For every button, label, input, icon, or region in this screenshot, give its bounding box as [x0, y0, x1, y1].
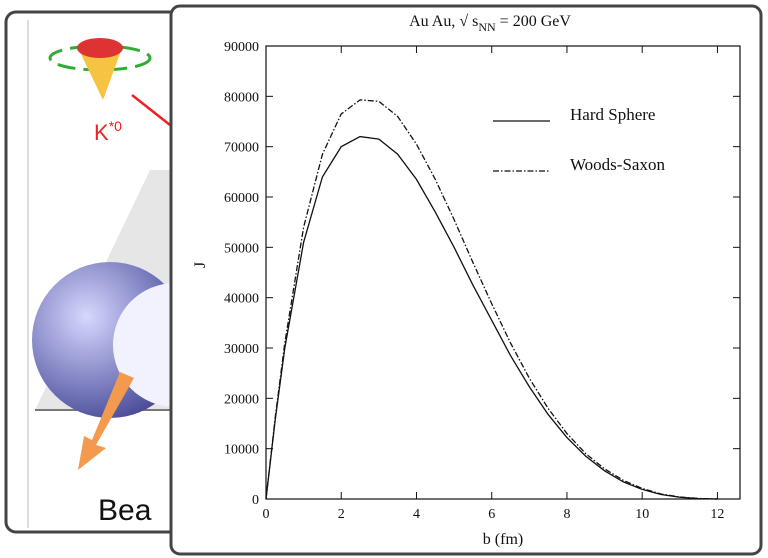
x-tick-label: 2 [338, 507, 345, 522]
x-tick-label: 4 [413, 507, 420, 522]
top-cap [77, 38, 123, 58]
y-tick-label: 40000 [224, 292, 259, 307]
chart-card [169, 4, 763, 556]
series-line [265, 135, 718, 500]
x-tick-label: 0 [263, 507, 270, 522]
title-start: Au Au, √ s [409, 13, 478, 30]
y-tick-label: 80000 [224, 90, 259, 105]
y-tick-label: 20000 [224, 392, 259, 407]
chart: Au Au, √ sNN = 200 GeV b (fm) J 0 2 4 6 8 10 1… [192, 13, 741, 548]
x-tick-label: 6 [488, 507, 495, 522]
particle-label: K*0 [94, 118, 122, 145]
label-base: K [94, 120, 109, 145]
y-tick-label: 0 [252, 493, 259, 508]
red-arrow [131, 94, 171, 126]
legend-label: Hard Sphere [570, 105, 655, 124]
x-axis-label: b (fm) [483, 531, 523, 548]
title-end: = 200 GeV [496, 13, 572, 30]
x-tick-label: 8 [563, 507, 570, 522]
y-tick-label: 50000 [224, 241, 259, 256]
y-tick-label: 70000 [224, 141, 259, 156]
label-sup: *0 [109, 118, 122, 134]
x-tick-label: 12 [710, 507, 724, 522]
y-tick-label: 60000 [224, 191, 259, 206]
background-card: K*0 Bea [4, 10, 237, 534]
chart-title: Au Au, √ sNN = 200 GeV [409, 13, 571, 34]
x-tick-label: 10 [635, 507, 649, 522]
top-body [78, 48, 122, 100]
caption: Bea [98, 494, 152, 527]
arrow [78, 372, 134, 470]
series-line [265, 99, 718, 500]
title-sub: NN [478, 20, 496, 34]
y-axis-label: J [192, 262, 209, 268]
y-tick-label: 10000 [224, 443, 259, 458]
y-tick-label: 30000 [224, 342, 259, 357]
y-tick-label: 90000 [224, 40, 259, 55]
legend-label: Woods-Saxon [570, 155, 665, 174]
plot-frame [265, 45, 741, 500]
